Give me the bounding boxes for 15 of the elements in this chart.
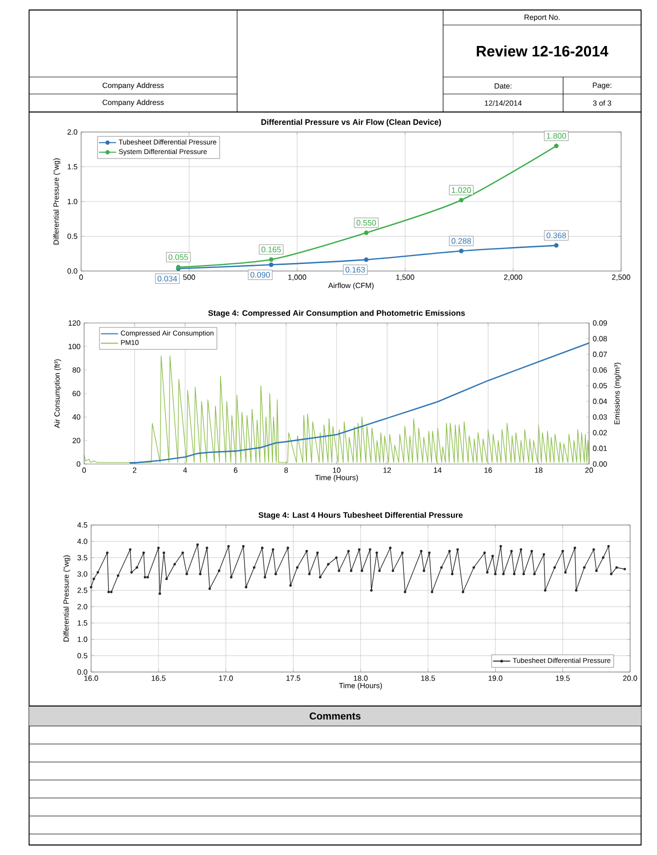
- data-label: 0.368: [546, 232, 566, 238]
- data-label: 0.055: [168, 254, 188, 260]
- data-label: 0.165: [261, 246, 281, 252]
- chart-title: Stage 4: Compressed Air Consumption and Photometric Emissions: [208, 310, 465, 318]
- chart-title: Differential Pressure vs Air Flow (Clean Device): [261, 119, 441, 126]
- data-label: 0.090: [250, 272, 270, 278]
- data-label: 1.800: [546, 133, 566, 139]
- text: Comments: [310, 712, 360, 720]
- text: Review 12-16-2014: [476, 46, 608, 57]
- data-label: 0.163: [345, 266, 365, 273]
- data-label: 0.550: [356, 220, 376, 226]
- chart-title: Stage 4: Last 4 Hours Tubesheet Differential Pressure: [258, 512, 463, 520]
- data-label: 0.034: [158, 276, 178, 282]
- data-label: 1.020: [452, 187, 471, 193]
- data-label: 0.288: [452, 238, 471, 244]
